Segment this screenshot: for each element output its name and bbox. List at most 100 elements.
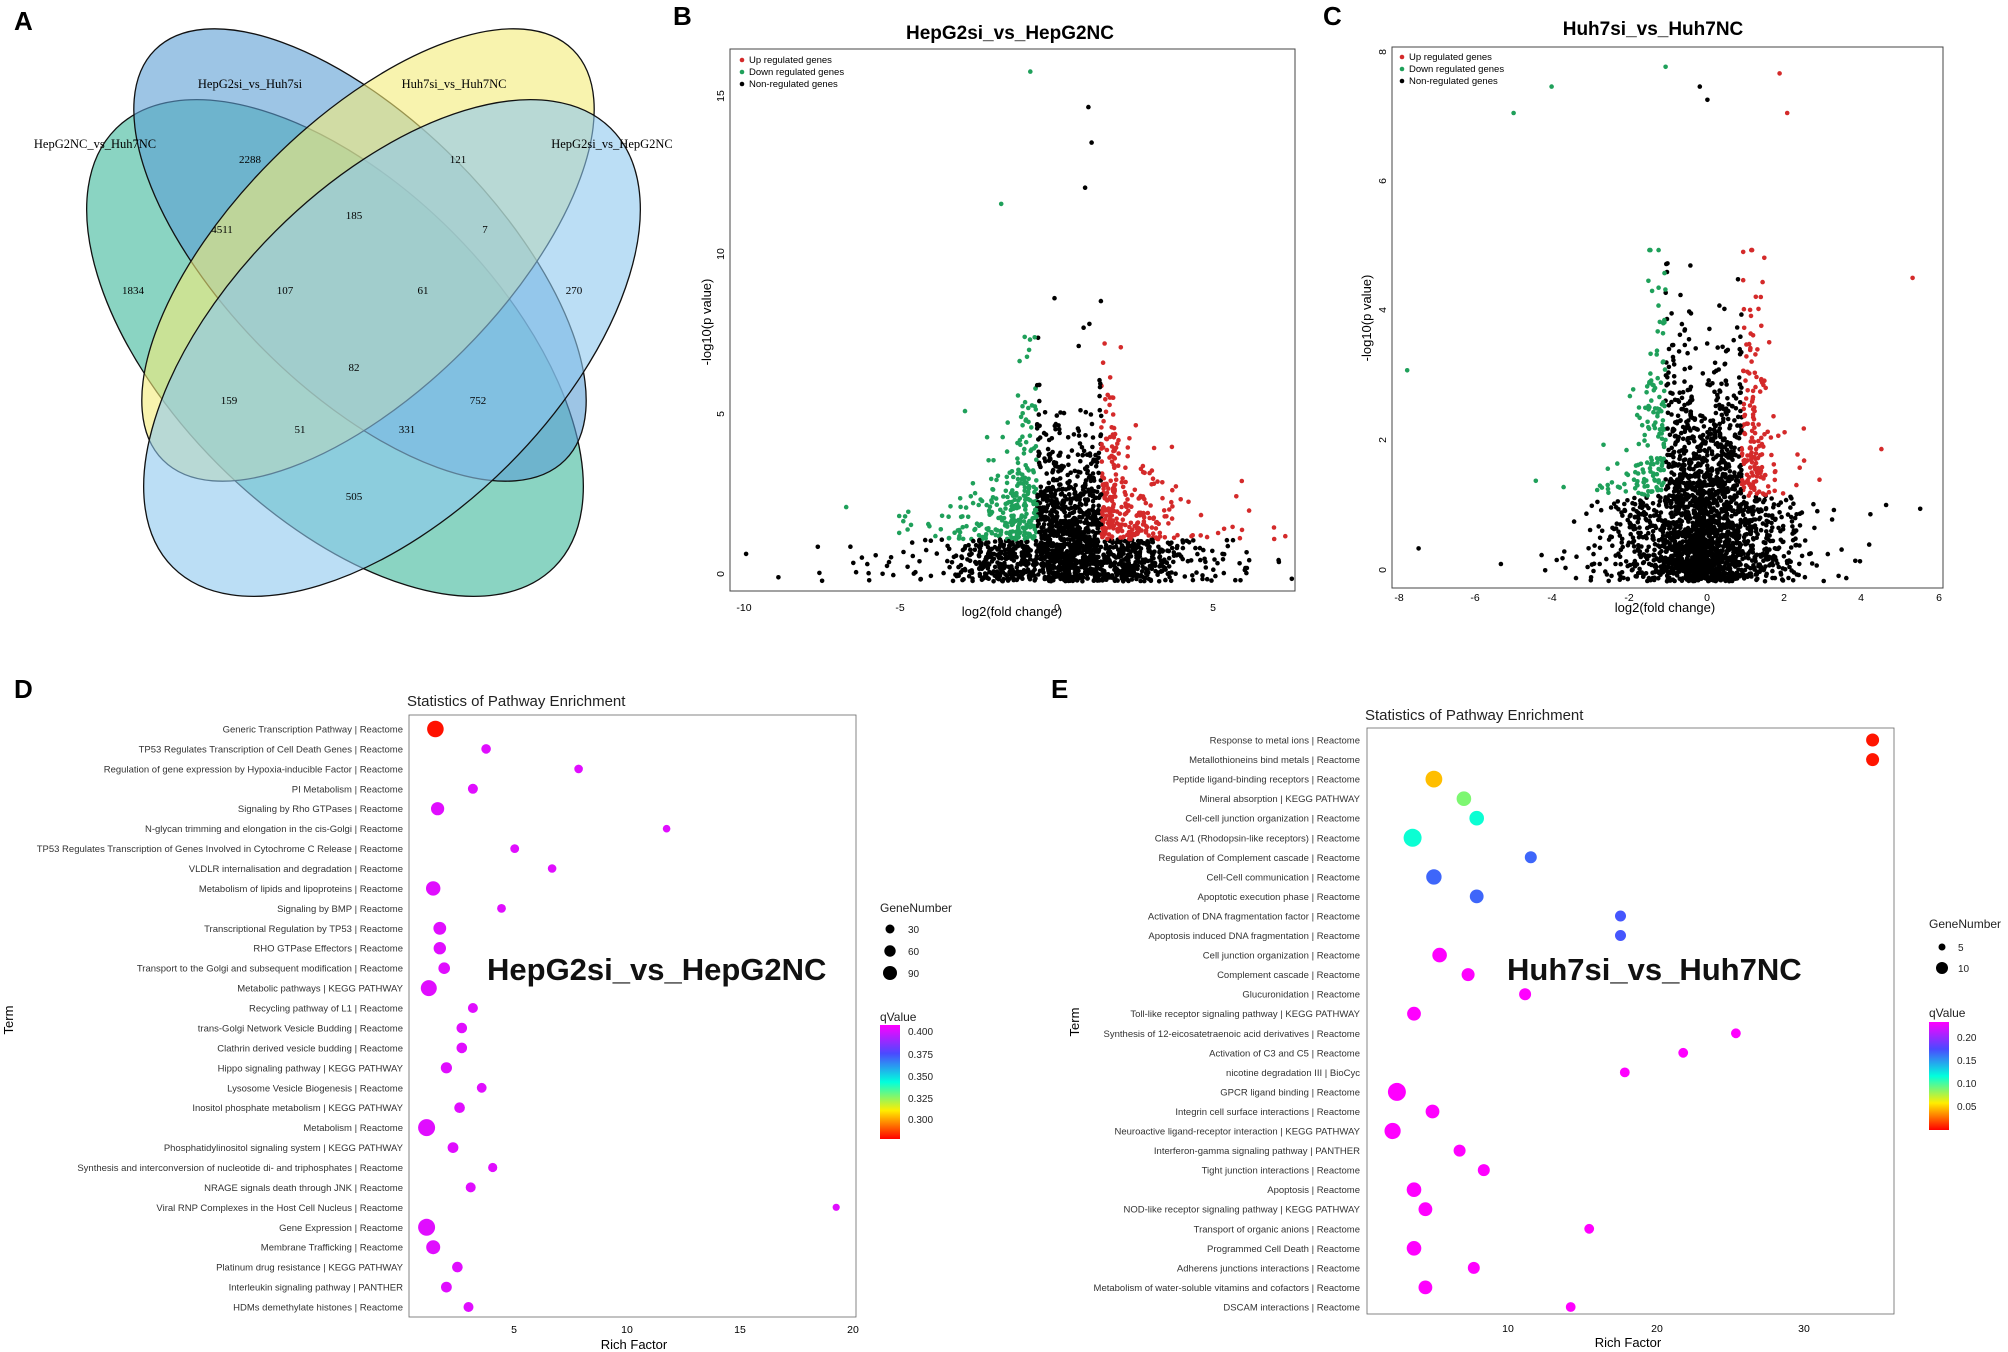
non-regulated-gene-point <box>1610 543 1615 548</box>
non-regulated-gene-point <box>1088 551 1094 556</box>
non-regulated-gene-point <box>1617 533 1623 538</box>
non-regulated-gene-point <box>1699 469 1704 475</box>
non-regulated-gene-point <box>1715 470 1720 476</box>
non-regulated-gene-point <box>1722 436 1727 441</box>
non-regulated-gene-point <box>1093 561 1099 566</box>
down-regulated-gene-point <box>1651 383 1656 388</box>
pathway-term-label: Clathrin derived vesicle budding | React… <box>217 1043 403 1054</box>
up-regulated-gene-point <box>1761 476 1766 481</box>
non-regulated-gene-point <box>1682 429 1688 435</box>
non-regulated-gene-point <box>1650 501 1656 506</box>
non-regulated-gene-point <box>1677 576 1683 582</box>
non-regulated-gene-point <box>1671 514 1676 519</box>
non-regulated-gene-point <box>1087 555 1093 561</box>
up-regulated-gene-point <box>1753 460 1759 466</box>
non-regulated-gene-point <box>1700 528 1705 533</box>
down-regulated-gene-point <box>1609 480 1615 485</box>
down-regulated-gene-point <box>1003 506 1008 511</box>
non-regulated-gene-point <box>992 564 998 570</box>
down-regulated-gene-point <box>990 487 996 492</box>
non-regulated-gene-point <box>1670 428 1675 434</box>
non-regulated-gene-point <box>1064 574 1070 580</box>
non-regulated-gene-point <box>1098 492 1104 497</box>
up-regulated-gene-point <box>1104 513 1109 518</box>
non-regulated-gene-point <box>1210 548 1215 554</box>
size-legend-dot <box>883 966 897 980</box>
up-regulated-gene-point <box>1744 354 1749 359</box>
non-regulated-gene-point <box>1692 438 1697 444</box>
volcano-b-ytick: 10 <box>715 248 727 260</box>
non-regulated-gene-point <box>1007 576 1012 582</box>
non-regulated-gene-point <box>1717 460 1723 465</box>
size-legend-label: 90 <box>908 969 920 980</box>
non-regulated-gene-point <box>1665 381 1671 387</box>
non-regulated-gene-point <box>1669 311 1674 316</box>
size-legend-dot <box>885 924 895 934</box>
pathway-term-label: Signaling by Rho GTPases | Reactome <box>238 804 403 815</box>
non-regulated-gene-point <box>1658 510 1664 515</box>
non-regulated-gene-point <box>1711 422 1717 427</box>
up-regulated-gene-point <box>1107 395 1113 400</box>
non-regulated-gene-point <box>1156 544 1161 550</box>
up-regulated-gene-point <box>1879 446 1884 452</box>
down-regulated-gene-point <box>1029 425 1034 430</box>
non-regulated-gene-point <box>1868 512 1873 517</box>
non-regulated-gene-point <box>1081 448 1087 454</box>
down-regulated-gene-point <box>998 507 1003 513</box>
down-regulated-gene-point <box>1639 422 1645 428</box>
volcano-c-panel: C Huh7si_vs_Huh7NC -8 -6 -4 -2 0 2 4 6 0… <box>1323 1 1944 615</box>
up-regulated-gene-point <box>1100 534 1105 540</box>
non-regulated-gene-point <box>1083 409 1089 415</box>
pathway-bubble <box>481 744 491 754</box>
non-regulated-gene-point <box>1092 545 1097 551</box>
non-regulated-gene-point <box>1763 506 1769 511</box>
non-regulated-gene-point <box>989 546 995 552</box>
down-regulated-gene-point <box>1018 414 1024 420</box>
down-regulated-gene-point <box>1656 480 1661 485</box>
non-regulated-gene-point <box>1714 501 1720 506</box>
volcano-c-points <box>1404 64 1923 584</box>
up-regulated-gene-point <box>1099 425 1104 430</box>
down-regulated-gene-point <box>1657 407 1662 412</box>
pathway-term-label: Inositol phosphate metabolism | KEGG PAT… <box>192 1103 403 1114</box>
volcano-c-title: Huh7si_vs_Huh7NC <box>1563 19 1744 40</box>
non-regulated-gene-point <box>1077 509 1083 514</box>
up-regulated-gene-point <box>1754 474 1760 479</box>
non-regulated-gene-point <box>946 546 952 552</box>
up-regulated-gene-point <box>1123 465 1128 471</box>
non-regulated-gene-point <box>1171 553 1177 558</box>
pathway-term-label: Metallothioneins bind metals | Reactome <box>1189 755 1360 766</box>
up-regulated-gene-point <box>1748 454 1754 459</box>
non-regulated-gene-point <box>1087 451 1093 456</box>
pathway-term-label: Interleukin signaling pathway | PANTHER <box>229 1283 404 1294</box>
non-regulated-gene-point <box>1007 549 1013 554</box>
non-regulated-gene-point <box>1687 365 1693 371</box>
non-regulated-gene-point <box>1722 564 1727 569</box>
non-regulated-gene-point <box>1776 502 1781 508</box>
non-regulated-gene-point <box>1691 549 1696 554</box>
down-regulated-gene-point <box>933 533 938 539</box>
down-regulated-gene-point <box>1022 501 1028 506</box>
non-regulated-gene-point <box>1090 513 1096 519</box>
non-regulated-gene-point <box>1709 449 1715 454</box>
down-regulated-gene-point <box>986 458 991 463</box>
non-regulated-gene-point <box>1790 578 1796 583</box>
down-regulated-gene-point <box>1034 478 1039 483</box>
pathway-term-label: TP53 Regulates Transcription of Genes In… <box>37 844 403 855</box>
non-regulated-gene-point <box>1697 563 1703 568</box>
non-regulated-gene-point <box>1631 544 1637 549</box>
non-regulated-gene-point <box>905 564 910 570</box>
pathway-bubble <box>420 980 437 997</box>
non-regulated-gene-point <box>1625 498 1630 503</box>
pathway-bubble <box>418 1119 436 1137</box>
non-regulated-gene-point <box>1052 491 1058 497</box>
non-regulated-gene-point <box>1687 515 1692 521</box>
down-regulated-gene-point <box>1020 525 1026 531</box>
non-regulated-gene-point <box>1167 541 1173 547</box>
down-regulated-gene-point <box>1615 461 1620 466</box>
non-regulated-gene-point <box>1706 378 1711 383</box>
non-regulated-gene-point <box>1150 552 1156 557</box>
non-regulated-gene-point <box>1078 408 1083 413</box>
down-regulated-gene-point <box>1009 469 1015 474</box>
bubble-d-ylabel: Term <box>1 1006 16 1035</box>
